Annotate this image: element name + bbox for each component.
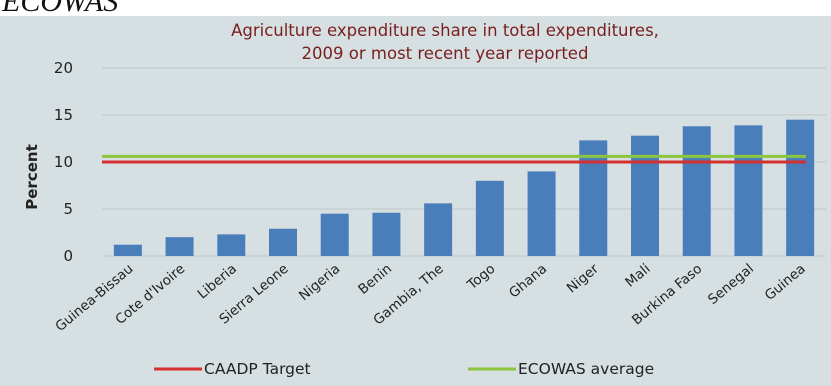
bar [320,213,349,256]
bar [786,119,815,256]
x-category-label: Mali [622,261,653,291]
x-category-label: Senegal [705,261,757,308]
y-axis-title: Percent [23,144,41,209]
chart-subtitle: 2009 or most recent year reported [302,44,589,63]
bar [217,234,246,256]
legend: CAADP Target ECOWAS average [154,360,654,378]
y-tick-labels: 0 5 10 15 20 [54,59,73,265]
x-category-label: Niger [564,261,602,297]
y-tick-label: 0 [63,247,73,265]
bars [113,119,815,256]
chart-panel: Agriculture expenditure share in total e… [0,16,831,386]
page-heading: ECOWAS [2,0,119,18]
x-category-label: Togo [464,261,499,294]
bar [372,212,401,256]
x-category-label: Ghana [506,261,550,302]
bar [527,171,556,256]
bar [734,125,763,256]
bar [165,237,194,256]
legend-caadp-target-label: CAADP Target [204,360,311,378]
y-tick-label: 20 [54,59,73,77]
bar [682,126,711,256]
bar [631,135,659,256]
reference-lines [102,154,806,164]
bar [424,203,453,256]
bar [475,180,504,256]
x-category-label: Guinea [762,261,809,304]
legend-ecowas-average-label: ECOWAS average [518,360,654,378]
chart-title: Agriculture expenditure share in total e… [231,21,659,40]
x-category-label: Liberia [195,261,240,303]
bar [269,228,297,256]
chart-svg: Agriculture expenditure share in total e… [23,21,826,378]
y-tick-label: 5 [63,200,73,218]
bar [113,244,142,256]
x-category-label: Nigeria [296,261,343,304]
y-tick-label: 10 [54,153,73,171]
bar [579,140,608,256]
x-category-label: Benin [355,261,395,298]
y-tick-label: 15 [54,106,73,124]
